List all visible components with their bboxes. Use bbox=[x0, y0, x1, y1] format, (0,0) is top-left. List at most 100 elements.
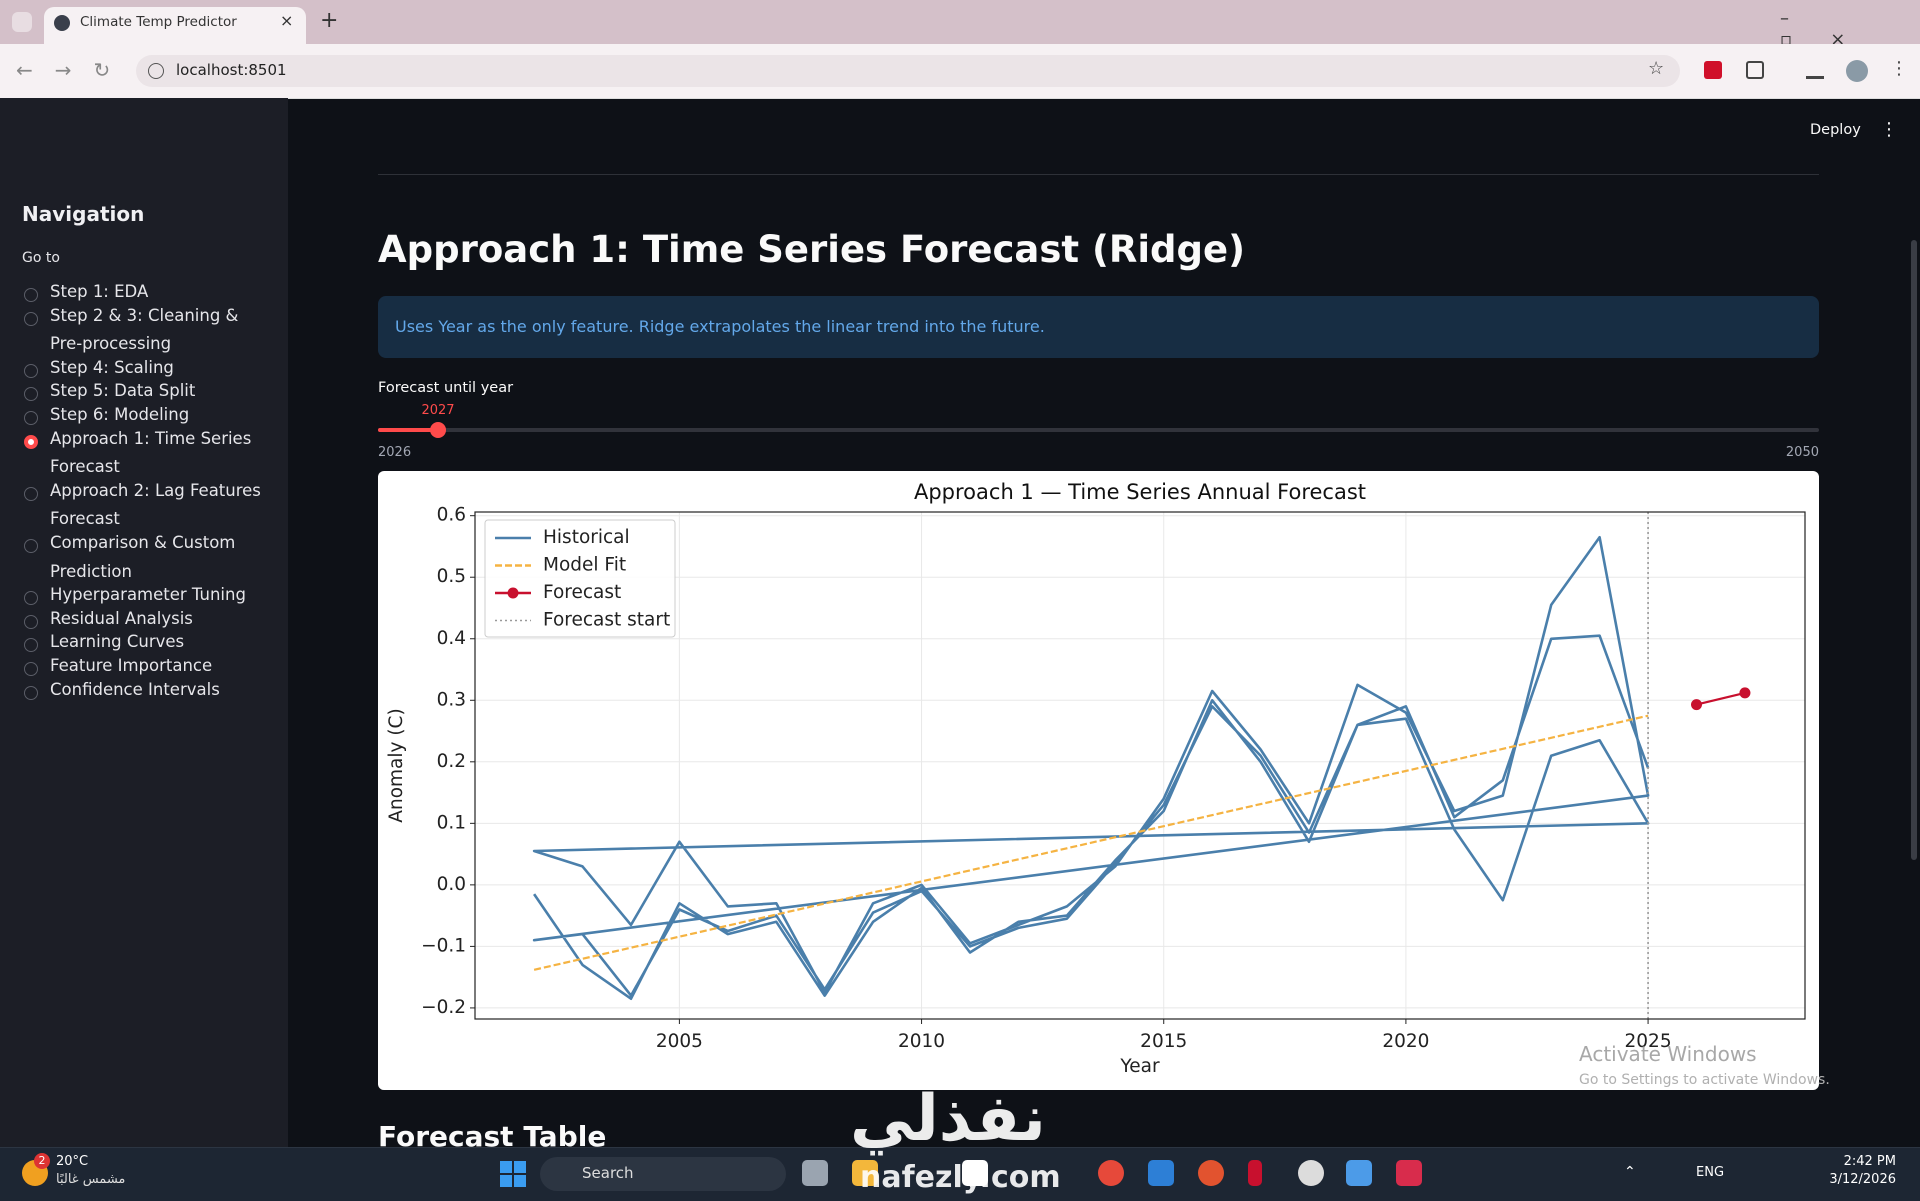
y-tick-label: 0.0 bbox=[437, 874, 466, 895]
chart-title: Approach 1 — Time Series Annual Forecast bbox=[914, 480, 1366, 504]
radio-button bbox=[24, 661, 38, 676]
x-tick-label: 2005 bbox=[656, 1031, 703, 1052]
nav-item[interactable]: Residual Analysis bbox=[24, 609, 275, 634]
series-line bbox=[533, 714, 1649, 971]
nav-item[interactable]: Confidence Intervals bbox=[24, 680, 275, 705]
y-tick-label: 0.4 bbox=[437, 628, 466, 649]
start-button[interactable] bbox=[500, 1161, 526, 1187]
extension-icon[interactable] bbox=[1704, 61, 1722, 79]
taskbar-app[interactable] bbox=[852, 1160, 878, 1186]
y-tick-label: 0.6 bbox=[437, 505, 466, 526]
radio-button bbox=[24, 614, 38, 629]
slider[interactable]: 2027 2026 2050 bbox=[370, 398, 1830, 462]
tab-close[interactable]: × bbox=[280, 11, 294, 30]
nav-item[interactable]: Step 5: Data Split bbox=[24, 381, 275, 406]
nav-item[interactable]: Step 6: Modeling bbox=[24, 405, 275, 430]
language[interactable]: ENG bbox=[1696, 1165, 1725, 1180]
sidebar-heading: Navigation bbox=[22, 202, 145, 226]
browser-tab[interactable] bbox=[44, 7, 306, 44]
clock-time[interactable]: 2:42 PM bbox=[1843, 1154, 1896, 1169]
address-bar[interactable] bbox=[136, 55, 1680, 87]
radio-button bbox=[24, 387, 38, 402]
nav-item[interactable]: Feature Importance bbox=[24, 656, 275, 681]
slider-thumb bbox=[430, 422, 447, 438]
weather-text: مشمس غالبًا bbox=[56, 1172, 126, 1187]
nav-label: Confidence Intervals bbox=[50, 679, 220, 699]
taskbar-app[interactable] bbox=[1248, 1160, 1262, 1186]
taskbar-app[interactable] bbox=[1148, 1160, 1174, 1186]
y-tick-label: −0.2 bbox=[421, 997, 466, 1018]
nav-label: Step 5: Data Split bbox=[50, 381, 196, 401]
series-line bbox=[1696, 691, 1746, 706]
app-menu[interactable]: ⋮ bbox=[1880, 119, 1898, 140]
tab-menu[interactable] bbox=[12, 12, 32, 32]
legend-label: Historical bbox=[543, 527, 630, 548]
plot-frame bbox=[474, 511, 1806, 1020]
search-box[interactable] bbox=[540, 1157, 786, 1191]
nav-label: Feature Importance bbox=[50, 655, 213, 675]
activation-hint: Go to Settings to activate Windows. bbox=[1579, 1072, 1830, 1088]
nav-item[interactable]: Step 1: EDA bbox=[24, 282, 275, 307]
taskbar-app[interactable] bbox=[1298, 1160, 1324, 1186]
nav-item[interactable]: Hyperparameter Tuning bbox=[24, 585, 275, 610]
brand-watermark: نفذلي bbox=[850, 1082, 1046, 1156]
radio-button bbox=[24, 311, 38, 326]
clock-date[interactable]: 3/12/2026 bbox=[1829, 1172, 1896, 1187]
y-tick-label: 0.3 bbox=[437, 689, 466, 710]
tab-favicon bbox=[54, 15, 70, 31]
chart: Approach 1 — Time Series Annual Forecast… bbox=[378, 471, 1819, 1090]
tab-title: Climate Temp Predictor bbox=[80, 14, 237, 30]
site-info-icon[interactable] bbox=[148, 63, 164, 79]
nav-item[interactable]: Comparison & Custom Prediction bbox=[24, 533, 275, 586]
browser-menu[interactable]: ⋮ bbox=[1890, 58, 1908, 79]
radio-button bbox=[24, 685, 38, 700]
taskbar-app[interactable] bbox=[802, 1160, 828, 1186]
slider-max: 2050 bbox=[1786, 445, 1819, 460]
brand-site: nafezly.com bbox=[860, 1160, 1061, 1195]
taskbar-app[interactable] bbox=[1346, 1160, 1372, 1186]
nav-item[interactable]: Approach 2: Lag Features Forecast bbox=[24, 481, 275, 534]
weather-badge: 2 bbox=[34, 1153, 50, 1169]
data-point bbox=[1691, 699, 1703, 711]
slider-value: 2027 bbox=[421, 403, 454, 418]
x-tick-label: 2015 bbox=[1140, 1031, 1187, 1052]
nav-label: Approach 2: Lag Features Forecast bbox=[50, 480, 261, 529]
y-tick-label: 0.2 bbox=[437, 751, 466, 772]
taskbar-app[interactable] bbox=[962, 1160, 988, 1186]
scrollbar[interactable] bbox=[1911, 240, 1917, 860]
legend-label: Model Fit bbox=[543, 555, 626, 576]
nav-label: Step 6: Modeling bbox=[50, 404, 190, 424]
nav-buttons[interactable]: ←→↻ bbox=[16, 58, 133, 82]
slider-label: Forecast until year bbox=[378, 380, 514, 396]
legend-label: Forecast start bbox=[543, 610, 670, 631]
taskbar-app[interactable] bbox=[1098, 1160, 1124, 1186]
downloads-button[interactable] bbox=[1806, 61, 1824, 79]
profile-button[interactable] bbox=[1846, 60, 1868, 82]
taskbar bbox=[0, 1147, 1920, 1201]
radio-button bbox=[24, 288, 38, 302]
url: localhost:8501 bbox=[176, 61, 287, 79]
x-axis-label: Year bbox=[1119, 1056, 1160, 1077]
nav-label: Comparison & Custom Prediction bbox=[50, 532, 236, 581]
tray-chevron[interactable]: ⌃ bbox=[1624, 1164, 1636, 1180]
radio-label: Go to bbox=[22, 250, 60, 266]
nav-item[interactable]: Approach 1: Time Series Forecast bbox=[24, 429, 275, 482]
bookmark-star[interactable]: ☆ bbox=[1648, 58, 1665, 79]
new-tab[interactable]: + bbox=[320, 8, 339, 33]
nav-label: Approach 1: Time Series Forecast bbox=[50, 428, 252, 477]
nav-item[interactable]: Step 4: Scaling bbox=[24, 358, 275, 383]
slider-min: 2026 bbox=[378, 445, 411, 460]
radio-button bbox=[24, 591, 38, 606]
nav-item[interactable]: Step 2 & 3: Cleaning & Pre-processing bbox=[24, 306, 275, 359]
extensions-button[interactable] bbox=[1746, 61, 1764, 79]
nav-label: Step 2 & 3: Cleaning & Pre-processing bbox=[50, 305, 239, 354]
taskbar-app[interactable] bbox=[1396, 1160, 1422, 1186]
tab-bar bbox=[0, 0, 1920, 44]
divider bbox=[378, 174, 1819, 175]
nav-label: Step 4: Scaling bbox=[50, 357, 174, 377]
taskbar-app[interactable] bbox=[1198, 1160, 1224, 1186]
radio-button bbox=[24, 538, 38, 553]
data-point bbox=[1739, 687, 1751, 699]
deploy-button[interactable]: Deploy bbox=[1810, 122, 1861, 138]
nav-item[interactable]: Learning Curves bbox=[24, 632, 275, 657]
